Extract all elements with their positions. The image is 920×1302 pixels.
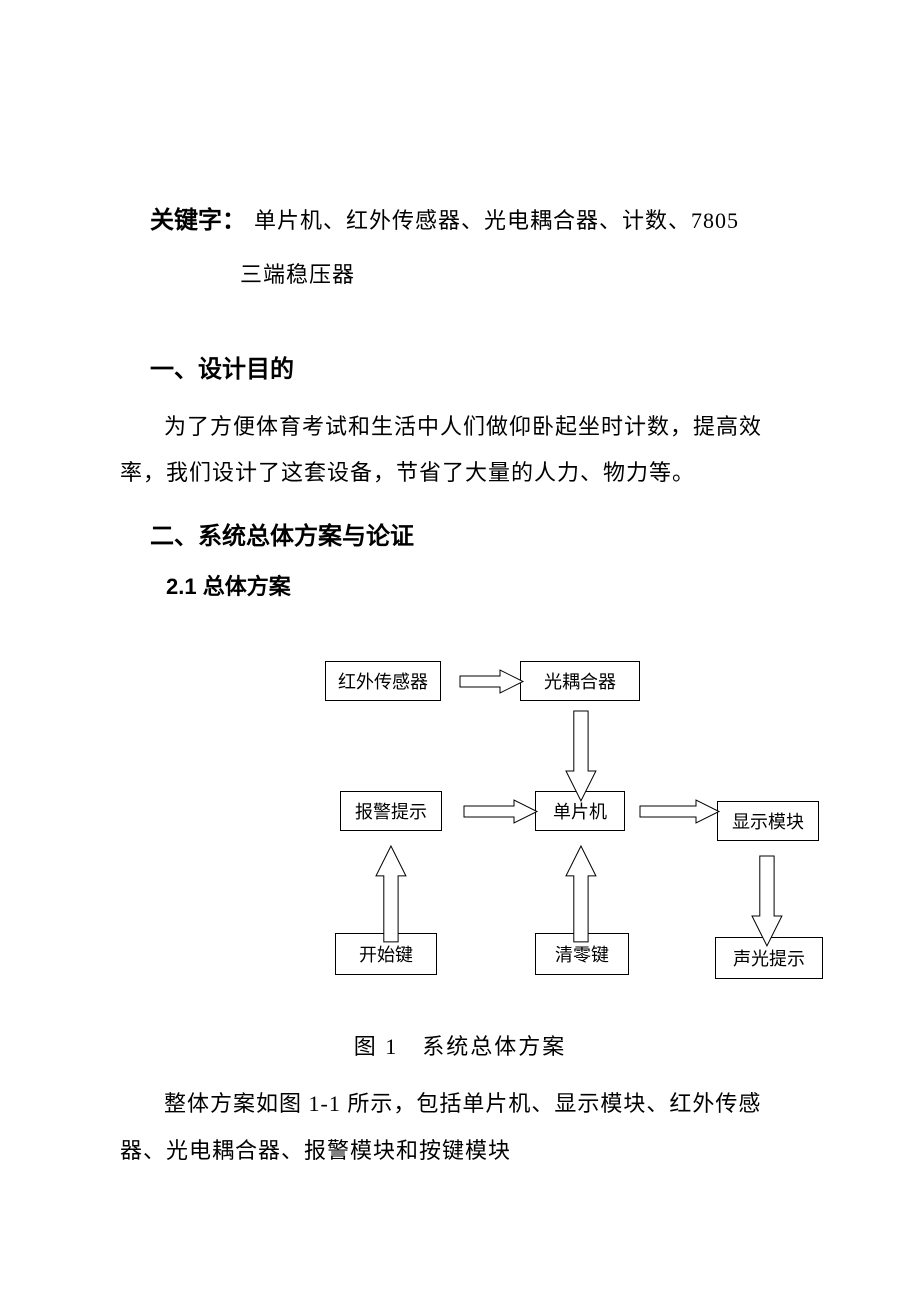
flowchart-node-opto: 光耦合器 [520,661,640,701]
flowchart-arrow [566,846,596,942]
keywords-text-2: 三端稳压器 [240,257,800,289]
section1-body: 为了方便体育考试和生活中人们做仰卧起坐时计数，提高效率，我们设计了这套设备，节省… [120,404,800,496]
keywords-line1: 关键字： 单片机、红外传感器、光电耦合器、计数、7805 [120,200,800,235]
footer-text: 整体方案如图 1-1 所示，包括单片机、显示模块、红外传感器、光电耦合器、报警模… [120,1081,800,1173]
flowchart: 红外传感器光耦合器报警提示单片机显示模块开始键清零键声光提示 [220,661,860,1001]
flowchart-node-alarm: 报警提示 [340,791,442,831]
flowchart-arrow [566,711,596,801]
flowchart-arrow [464,800,537,823]
section2-subheading: 2.1 总体方案 [166,569,800,601]
keywords-section: 关键字： 单片机、红外传感器、光电耦合器、计数、7805 三端稳压器 [120,200,800,289]
flowchart-arrow [752,856,782,946]
flowchart-arrow [460,670,523,693]
flowchart-node-ir: 红外传感器 [325,661,441,701]
flowchart-arrow [376,846,406,942]
keywords-text-1: 单片机、红外传感器、光电耦合器、计数、7805 [254,203,739,235]
section2-heading: 二、系统总体方案与论证 [150,516,800,551]
figure-caption: 图 1 系统总体方案 [120,1029,800,1061]
keywords-label: 关键字： [150,200,246,235]
flowchart-node-display: 显示模块 [717,801,819,841]
section1-heading: 一、设计目的 [150,349,800,384]
flowchart-arrow [640,800,719,823]
